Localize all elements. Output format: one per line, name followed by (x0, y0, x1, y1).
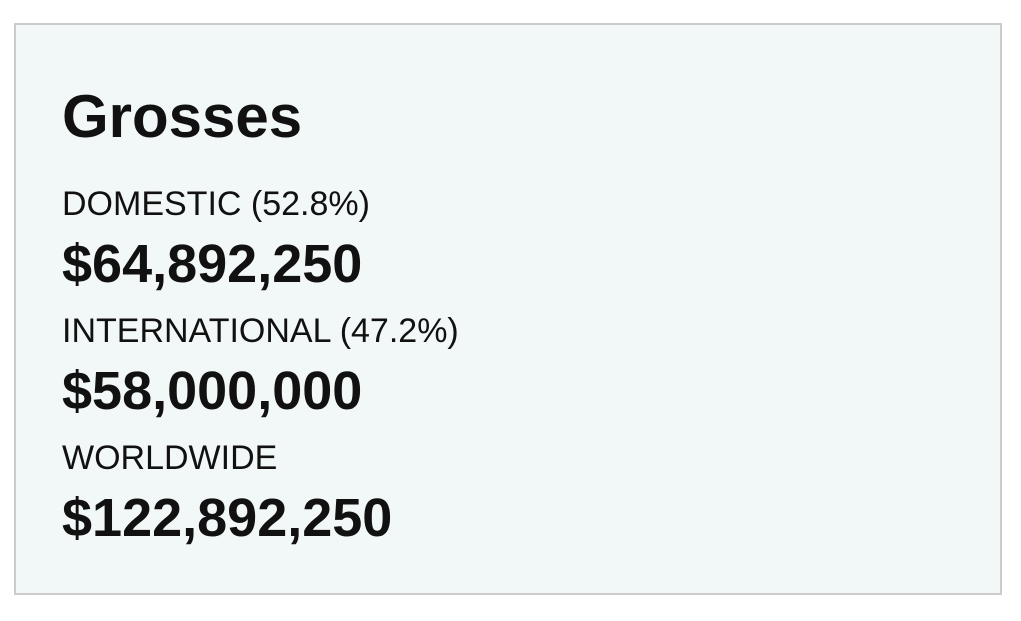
card-title: Grosses (62, 83, 302, 150)
gross-value: $64,892,250 (62, 234, 362, 294)
gross-value: $58,000,000 (62, 361, 362, 421)
card-box (14, 23, 1002, 595)
gross-label: INTERNATIONAL (47.2%) (62, 312, 459, 350)
gross-label: WORLDWIDE (62, 439, 277, 477)
gross-label: DOMESTIC (52.8%) (62, 185, 370, 223)
gross-value: $122,892,250 (62, 488, 392, 548)
